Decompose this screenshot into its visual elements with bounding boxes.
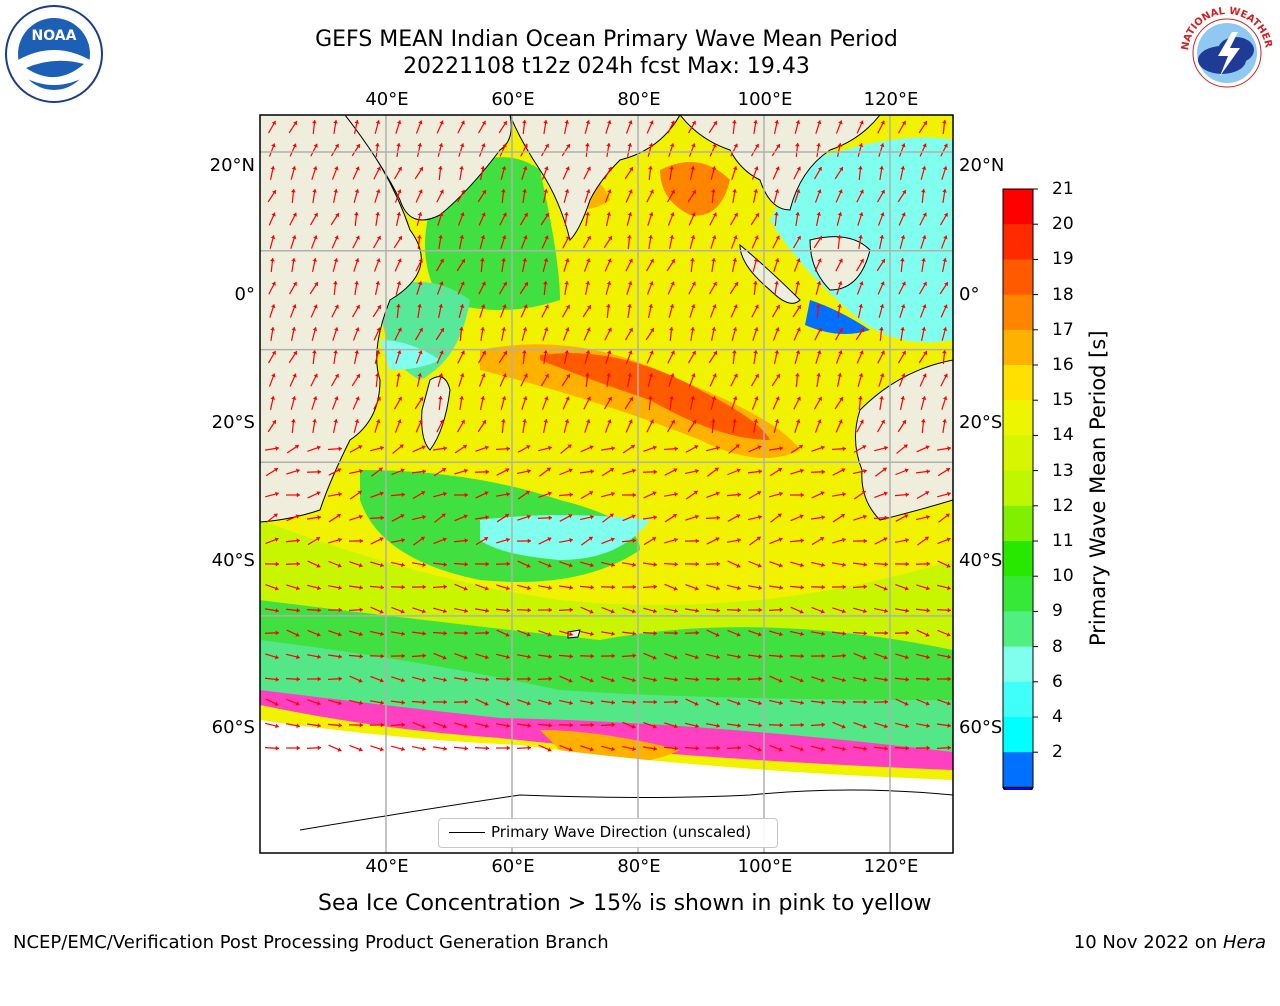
lon-label-bottom: 100°E — [738, 857, 793, 877]
colorbar-segment — [1003, 541, 1033, 577]
lon-label-bottom: 60°E — [491, 857, 534, 877]
lat-label-right: 20°N — [959, 156, 1004, 176]
colorbar-tick-label: 4 — [1052, 708, 1063, 726]
lat-label-left: 60°S — [195, 718, 255, 738]
lat-label-left: 20°N — [195, 156, 255, 176]
colorbar-tick-label: 19 — [1052, 250, 1074, 268]
colorbar-tick-label: 10 — [1052, 567, 1074, 585]
colorbar-segment — [1003, 259, 1033, 295]
lon-label-top: 100°E — [738, 90, 793, 110]
colorbar-tick-label: 13 — [1052, 462, 1074, 480]
lon-label-top: 60°E — [491, 90, 534, 110]
colorbar-tick-label: 14 — [1052, 426, 1074, 444]
colorbar-segment — [1003, 576, 1033, 612]
colorbar-segment — [1003, 471, 1033, 507]
colorbar-segment — [1003, 647, 1033, 683]
lon-label-top: 40°E — [365, 90, 408, 110]
colorbar-segment — [1003, 400, 1033, 436]
colorbar-segment — [1003, 506, 1033, 542]
lon-label-bottom: 80°E — [617, 857, 660, 877]
colorbar-segment — [1003, 330, 1033, 366]
colorbar-segment — [1003, 611, 1033, 647]
colorbar-tick-label: 12 — [1052, 497, 1074, 515]
lat-label-left: 40°S — [195, 551, 255, 571]
colorbar-label: Primary Wave Mean Period [s] — [1086, 330, 1110, 646]
colorbar-segment — [1003, 365, 1033, 401]
colorbar-tick-label: 11 — [1052, 532, 1074, 550]
colorbar-tick-label: 17 — [1052, 321, 1074, 339]
colorbar-segment — [1003, 189, 1033, 225]
footer-run-info: 10 Nov 2022 on Hera — [1074, 932, 1266, 953]
lon-label-bottom: 40°E — [365, 857, 408, 877]
colorbar — [990, 180, 1050, 790]
colorbar-tick-label: 6 — [1052, 673, 1063, 691]
footer-date: 10 Nov 2022 on — [1074, 932, 1223, 953]
lon-label-top: 80°E — [617, 90, 660, 110]
colorbar-tick-label: 9 — [1052, 602, 1063, 620]
map-legend: Primary Wave Direction (unscaled) — [438, 818, 778, 848]
colorbar-segment — [1003, 752, 1033, 788]
legend-label: Primary Wave Direction (unscaled) — [491, 823, 751, 841]
lon-label-bottom: 120°E — [864, 857, 919, 877]
footer-machine: Hera — [1223, 932, 1266, 953]
colorbar-segment — [1003, 682, 1033, 718]
colorbar-segment — [1003, 295, 1033, 331]
colorbar-segment — [1003, 717, 1033, 753]
footer-organization: NCEP/EMC/Verification Post Processing Pr… — [13, 932, 609, 953]
legend-line-swatch — [449, 832, 485, 833]
lat-label-left: 20°S — [195, 413, 255, 433]
colorbar-tick-label: 15 — [1052, 391, 1074, 409]
colorbar-segment — [1003, 435, 1033, 471]
lat-label-right: 0° — [959, 285, 979, 305]
lon-label-top: 120°E — [864, 90, 919, 110]
colorbar-tick-label: 2 — [1052, 743, 1063, 761]
colorbar-tick-label: 8 — [1052, 638, 1063, 656]
colorbar-tick-label: 18 — [1052, 286, 1074, 304]
colorbar-tick-label: 21 — [1052, 180, 1074, 198]
lat-label-left: 0° — [195, 285, 255, 305]
sea-ice-caption: Sea Ice Concentration > 15% is shown in … — [318, 891, 932, 916]
colorbar-tick-label: 16 — [1052, 356, 1074, 374]
colorbar-segment — [1003, 224, 1033, 260]
colorbar-tick-label: 20 — [1052, 215, 1074, 233]
